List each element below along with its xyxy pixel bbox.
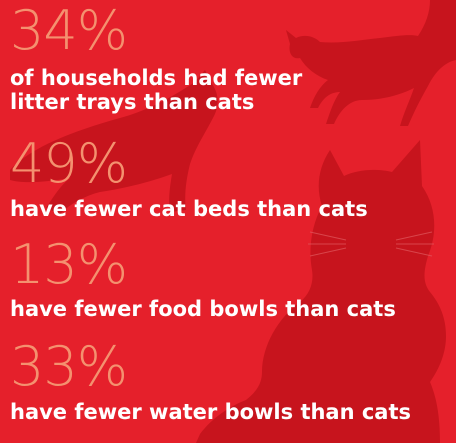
stat-percent: 34% — [10, 0, 128, 62]
cat-whiskers-icon — [308, 231, 434, 257]
stat-percent: 33% — [10, 335, 128, 398]
stat-description: have fewer water bowls than cats — [10, 400, 412, 424]
stat-description: have fewer food bowls than cats — [10, 297, 396, 321]
walking-cat-middle-icon — [10, 70, 218, 214]
walking-cat-top-right-icon — [286, 0, 456, 126]
stat-description: litter trays than cats — [10, 90, 255, 114]
stat-description: have fewer cat beds than cats — [10, 197, 368, 221]
stat-percent: 13% — [10, 233, 128, 296]
stat-description: of households had fewer — [10, 66, 303, 90]
sitting-cat-bottom-icon — [196, 140, 446, 443]
stat-percent: 49% — [10, 132, 128, 195]
